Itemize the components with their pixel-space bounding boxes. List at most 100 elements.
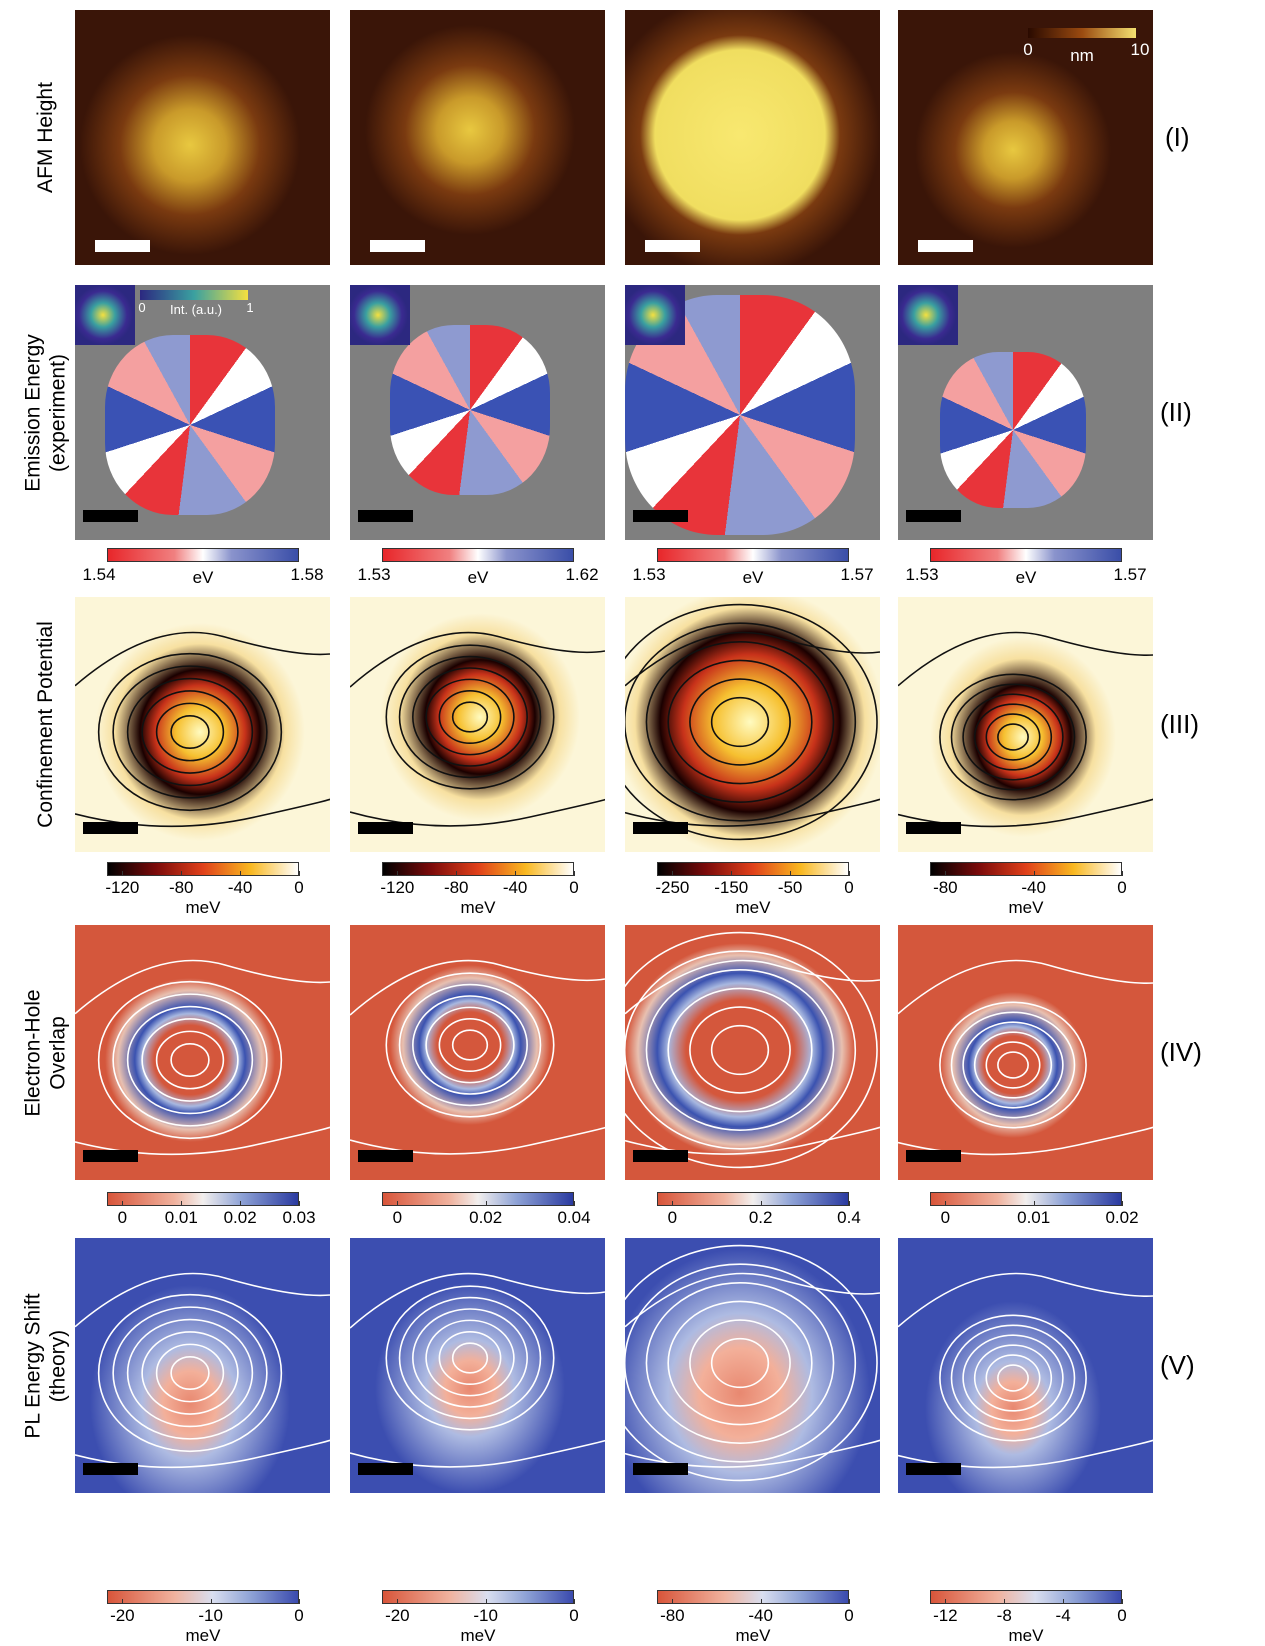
colorbar-tick: [945, 871, 946, 876]
colorbar: [107, 548, 299, 562]
colorbar-tick-label: -40: [228, 878, 253, 898]
colorbar-unit: eV: [1016, 568, 1037, 588]
scale-bar: [83, 510, 138, 522]
colorbar-tick: [1122, 871, 1123, 876]
scale-bar: [83, 1463, 138, 1475]
colorbar-tick-label: -120: [380, 878, 414, 898]
colorbar-unit: Int. (a.u.): [170, 302, 222, 317]
scale-bar: [83, 1150, 138, 1162]
colorbar: [382, 548, 574, 562]
colorbar-unit: meV: [1009, 898, 1044, 918]
row-numeral: (III): [1160, 709, 1199, 740]
colorbar-tick-label: 0: [294, 1606, 303, 1626]
colorbar-tick-label: -150: [714, 878, 748, 898]
colorbar-tick-label: 0: [393, 1208, 402, 1228]
colorbar-tick: [1063, 1599, 1064, 1604]
colorbar-tick: [1122, 1599, 1123, 1604]
colorbar-tick-label: 0: [844, 1606, 853, 1626]
contours: [625, 1238, 880, 1493]
colorbar-tick-label: -40: [1021, 878, 1046, 898]
intensity-inset: [898, 285, 958, 345]
emission-map: [390, 325, 550, 495]
image-panel: [898, 925, 1153, 1180]
scale-bar: [906, 510, 961, 522]
colorbar-tick-label: 0: [118, 1208, 127, 1228]
colorbar: [930, 862, 1122, 876]
colorbar-tick-label: -80: [660, 1606, 685, 1626]
contours: [625, 597, 880, 852]
colorbar: [107, 1590, 299, 1604]
colorbar-tick: [397, 871, 398, 876]
colorbar-unit: nm: [1070, 46, 1094, 66]
colorbar-tick: [1122, 1201, 1123, 1206]
row-label: Confinement Potential: [33, 597, 58, 852]
colorbar-unit: meV: [186, 1626, 221, 1646]
colorbar-tick-label: 0: [1023, 40, 1032, 60]
colorbar-tick-label: 0.02: [1105, 1208, 1138, 1228]
colorbar-tick-label: 0: [294, 878, 303, 898]
colorbar-tick: [397, 1201, 398, 1206]
row-label-line: AFM Height: [33, 10, 58, 265]
image-panel: [350, 1238, 605, 1493]
colorbar-tick: [849, 1201, 850, 1206]
scale-bar: [906, 822, 961, 834]
colorbar: [930, 1192, 1122, 1206]
colorbar-tick-label: 1.53: [357, 565, 390, 585]
figure: AFM Height(I)010nmEmission Energy(experi…: [0, 0, 1265, 1646]
scale-bar: [633, 1150, 688, 1162]
scale-bar: [906, 1463, 961, 1475]
colorbar-tick: [945, 1201, 946, 1206]
colorbar-tick: [486, 1599, 487, 1604]
colorbar-unit: eV: [743, 568, 764, 588]
colorbar-unit: eV: [193, 568, 214, 588]
colorbar-tick: [574, 871, 575, 876]
contours: [625, 925, 880, 1180]
colorbar-tick: [761, 1599, 762, 1604]
scale-bar: [633, 822, 688, 834]
row-label: PL Energy Shift(theory): [21, 1239, 71, 1494]
colorbar-tick: [240, 1201, 241, 1206]
colorbar-tick-label: -10: [198, 1606, 223, 1626]
row-numeral: (I): [1165, 122, 1190, 153]
colorbar-tick-label: 0.04: [557, 1208, 590, 1228]
row-label-line: Emission Energy: [21, 286, 46, 541]
colorbar-tick-label: 1.62: [565, 565, 598, 585]
contours: [350, 925, 605, 1180]
row-numeral: (V): [1160, 1350, 1195, 1381]
row-label-line: PL Energy Shift: [21, 1239, 46, 1494]
colorbar: [930, 1590, 1122, 1604]
colorbar-tick-label: -10: [473, 1606, 498, 1626]
colorbar-tick: [456, 871, 457, 876]
colorbar-unit: meV: [461, 898, 496, 918]
contours: [75, 597, 330, 852]
colorbar-tick-label: 1.57: [1113, 565, 1146, 585]
colorbar: [107, 862, 299, 876]
row-numeral: (II): [1160, 397, 1192, 428]
row-label-line: (theory): [46, 1239, 71, 1494]
colorbar-unit: meV: [1009, 1626, 1044, 1646]
colorbar: [657, 548, 849, 562]
colorbar: [657, 862, 849, 876]
colorbar-tick: [181, 871, 182, 876]
colorbar: [107, 1192, 299, 1206]
colorbar-tick: [211, 1599, 212, 1604]
contours: [350, 1238, 605, 1493]
colorbar-tick: [181, 1201, 182, 1206]
colorbar-tick: [945, 1599, 946, 1604]
scale-bar: [633, 1463, 688, 1475]
colorbar-tick-label: 0.01: [1017, 1208, 1050, 1228]
intensity-inset: [350, 285, 410, 345]
row-label-line: (experiment): [46, 286, 71, 541]
scale-bar: [83, 822, 138, 834]
colorbar-tick: [672, 1599, 673, 1604]
colorbar: [930, 548, 1122, 562]
colorbar-tick-label: 0: [569, 878, 578, 898]
colorbar: [1028, 28, 1136, 38]
colorbar-tick: [515, 871, 516, 876]
row-label-line: Confinement Potential: [33, 597, 58, 852]
colorbar: [382, 862, 574, 876]
colorbar-tick-label: 0.02: [224, 1208, 257, 1228]
colorbar-tick-label: 0: [1117, 878, 1126, 898]
colorbar-tick-label: -8: [997, 1606, 1012, 1626]
